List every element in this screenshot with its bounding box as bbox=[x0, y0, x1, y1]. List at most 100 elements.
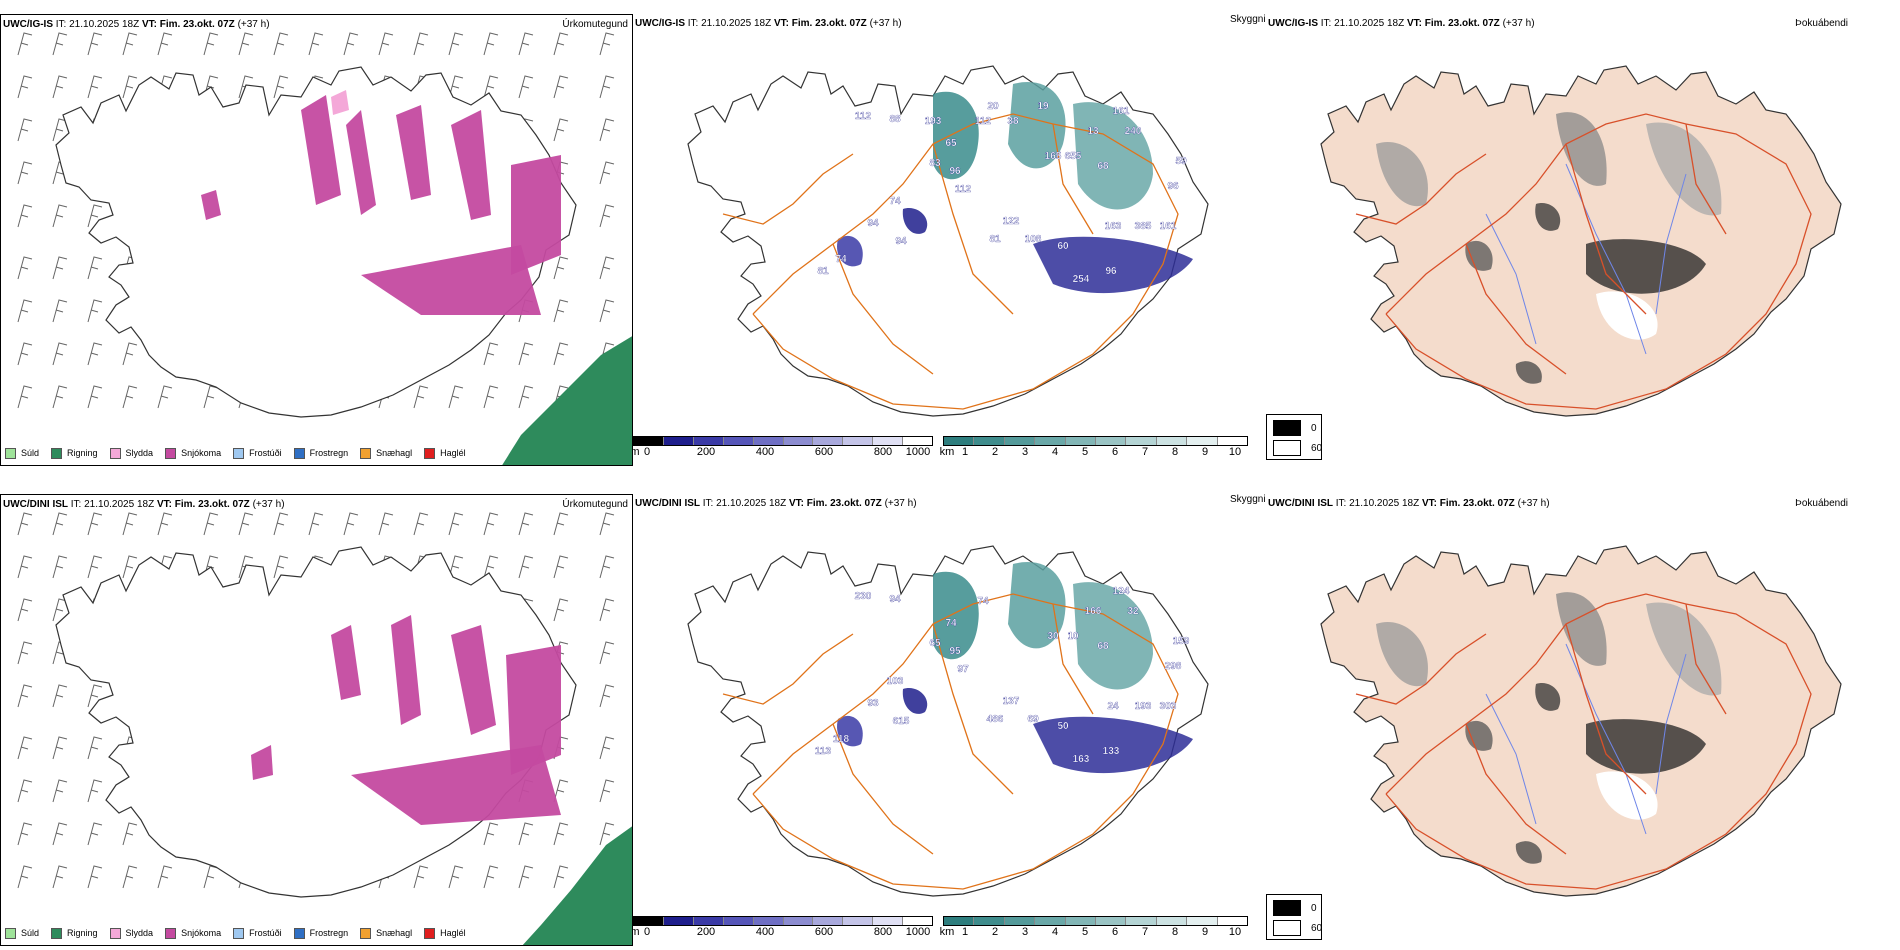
snow-area bbox=[361, 245, 541, 315]
iceland-outline bbox=[1320, 65, 1842, 417]
precip-legend-label: Snæhagl bbox=[376, 448, 413, 458]
wind-barb bbox=[483, 822, 499, 846]
fog-map bbox=[1320, 545, 1842, 897]
ceiling-label: 50 bbox=[1057, 721, 1069, 732]
wind-barb bbox=[87, 865, 103, 889]
precip-legend-label: Slydda bbox=[125, 448, 154, 458]
ceiling-label: 93 bbox=[867, 698, 879, 709]
wind-barb bbox=[448, 75, 464, 99]
wind-barb bbox=[599, 684, 615, 708]
wind-barb bbox=[599, 555, 615, 579]
precip-panel-title: UWC/DINI ISL IT: 21.10.2025 18Z VT: Fim.… bbox=[3, 499, 285, 510]
snow-area bbox=[251, 745, 273, 780]
wind-barb bbox=[553, 342, 569, 366]
ceiling-label: 65 bbox=[945, 138, 957, 149]
visibility-tick: 1 bbox=[961, 446, 969, 458]
wind-barb bbox=[599, 512, 615, 536]
ceiling-label: 74 bbox=[889, 196, 901, 207]
fog-patch bbox=[1535, 683, 1561, 711]
ceiling-label: 161 bbox=[1113, 106, 1130, 117]
precip-legend-label: Haglél bbox=[440, 448, 466, 458]
wind-barb bbox=[87, 822, 103, 846]
road bbox=[1052, 603, 1094, 715]
sleet-area bbox=[331, 90, 349, 115]
precip-legend-item: Rigning bbox=[51, 927, 98, 939]
ceiling-label: 486 bbox=[987, 714, 1004, 725]
visibility-area bbox=[1073, 102, 1153, 210]
ceiling-label: 30 bbox=[1047, 631, 1059, 642]
wind-barb bbox=[87, 555, 103, 579]
ceiling-label: 65 bbox=[929, 638, 941, 649]
ceiling-label: 161 bbox=[1160, 221, 1177, 232]
road bbox=[832, 243, 934, 375]
wind-barb bbox=[52, 299, 68, 323]
ceiling-label: 254 bbox=[1073, 274, 1090, 285]
wind-barb bbox=[17, 736, 33, 760]
ceiling-label: 240 bbox=[1125, 126, 1142, 137]
wind-barb bbox=[122, 822, 138, 846]
rivers bbox=[1485, 163, 1687, 355]
precip-legend-swatch bbox=[233, 927, 245, 939]
fog-swatch-light bbox=[1273, 440, 1301, 456]
wind-barb bbox=[273, 555, 289, 579]
visibility-area bbox=[837, 715, 863, 747]
ceiling-label: 20 bbox=[987, 101, 999, 112]
wind-barb bbox=[518, 32, 534, 56]
precip-legend-label: Súld bbox=[21, 448, 40, 458]
wind-barb bbox=[238, 512, 254, 536]
precip-legend-label: Súld bbox=[21, 928, 40, 938]
visibility-tick: 7 bbox=[1141, 926, 1149, 938]
ceiling-label: 166 bbox=[1085, 606, 1102, 617]
precip-legend-label: Frostúði bbox=[249, 448, 282, 458]
wind-barb bbox=[122, 512, 138, 536]
ceiling-tick: 200 bbox=[696, 926, 716, 938]
wind-barb bbox=[87, 512, 103, 536]
visibility-tick: 9 bbox=[1201, 446, 1209, 458]
wind-barb bbox=[483, 342, 499, 366]
precip-legend-item: Frostúði bbox=[233, 927, 282, 939]
precip-legend-label: Snæhagl bbox=[376, 928, 413, 938]
precip-map bbox=[17, 32, 632, 465]
wind-barb bbox=[17, 299, 33, 323]
wind-barb bbox=[52, 822, 68, 846]
rain-area bbox=[522, 826, 632, 945]
ceiling-label: 193 bbox=[925, 116, 942, 127]
fog-legend: 0 60 bbox=[1266, 414, 1322, 460]
wind-barb bbox=[17, 385, 33, 409]
snow-area bbox=[506, 645, 561, 775]
fog-patch bbox=[1586, 239, 1706, 294]
fog-patch bbox=[1376, 622, 1428, 687]
precip-legend-item: Frostúði bbox=[233, 447, 282, 459]
wind-barb bbox=[483, 385, 499, 409]
precip-legend-swatch bbox=[109, 927, 121, 939]
wind-barb bbox=[553, 555, 569, 579]
precip-legend-item: Frostregn bbox=[293, 447, 348, 459]
wind-barb bbox=[157, 385, 173, 409]
ceiling-label: 96 bbox=[949, 166, 961, 177]
wind-barb bbox=[378, 32, 394, 56]
ceiling-label: 303 bbox=[1160, 701, 1177, 712]
road bbox=[1465, 723, 1567, 855]
visibility-tick: 1 bbox=[961, 926, 969, 938]
rivers bbox=[1485, 643, 1687, 835]
wind-barb bbox=[518, 822, 534, 846]
wind-barb bbox=[553, 299, 569, 323]
wind-barb bbox=[343, 32, 359, 56]
visibility-tick: 6 bbox=[1111, 446, 1119, 458]
wind-barb bbox=[17, 256, 33, 280]
wind-barb bbox=[553, 822, 569, 846]
snow-area bbox=[511, 155, 561, 275]
wind-barb bbox=[157, 32, 173, 56]
ceiling-label: 83 bbox=[929, 158, 941, 169]
road bbox=[1465, 243, 1567, 375]
ceiling-label: 124 bbox=[1113, 586, 1130, 597]
wind-barb bbox=[17, 641, 33, 665]
precip-panel-label: Úrkomutegund bbox=[562, 499, 628, 510]
wind-barb bbox=[448, 385, 464, 409]
ceiling-label: 298 bbox=[1165, 661, 1182, 672]
wind-barb bbox=[599, 32, 615, 56]
precip-legend-swatch bbox=[5, 927, 16, 939]
road bbox=[932, 143, 1014, 315]
ceiling-label: 163 bbox=[1073, 754, 1090, 765]
visibility-tick: 4 bbox=[1051, 926, 1059, 938]
